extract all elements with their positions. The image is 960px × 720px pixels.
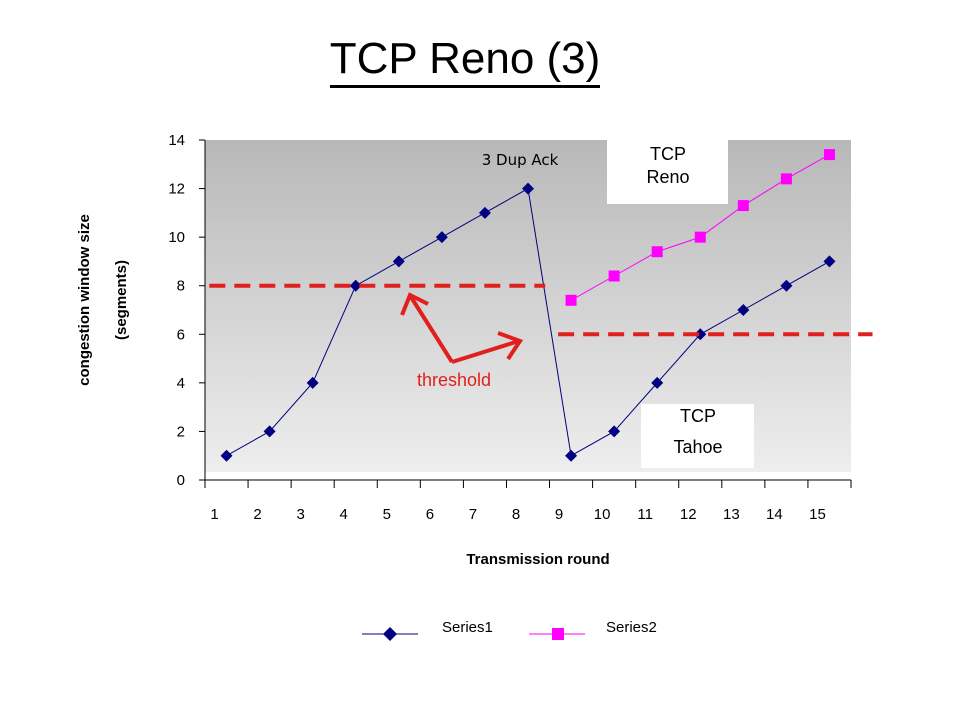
threshold-arrow-2 [451, 339, 520, 364]
x-tick-label: 15 [809, 506, 826, 523]
reno-label-line2: Reno [646, 167, 689, 187]
threshold-arrow-1 [409, 295, 454, 364]
y-tick-label: 12 [168, 181, 185, 198]
series2-point [823, 149, 835, 161]
legend-series1-marker [383, 627, 397, 641]
threshold-arrowhead-1 [400, 292, 429, 316]
x-tick-label: 7 [469, 506, 477, 523]
reno-label-line1: TCP [650, 144, 686, 164]
series-markers [220, 149, 836, 462]
series1-point [349, 279, 362, 292]
x-tick-label: 10 [594, 506, 611, 523]
series1-point [780, 279, 793, 292]
y-tick-label: 6 [177, 326, 185, 343]
x-tick-label: 4 [340, 506, 348, 523]
y-tick-label: 4 [177, 375, 185, 392]
y-axis-title-line1: congestion window size [76, 214, 93, 386]
series1-point [651, 376, 664, 389]
x-tick-label: 9 [555, 506, 563, 523]
legend-series1-label: Series1 [442, 619, 493, 636]
series2-point [565, 294, 577, 306]
y-tick-label: 2 [177, 423, 185, 440]
dup-ack-label: 3 Dup Ack [482, 151, 559, 169]
legend: Series1 Series2 [362, 619, 657, 641]
series1-point [737, 304, 750, 316]
series1-point [435, 231, 448, 244]
x-tick-label: 2 [253, 506, 261, 523]
y-tick-label: 8 [177, 278, 185, 295]
series1-point [478, 206, 491, 219]
series1-point [608, 425, 621, 438]
legend-series2-marker [552, 628, 564, 640]
series2-point [651, 246, 663, 258]
y-tick-label: 10 [168, 229, 185, 246]
series1-point [694, 328, 707, 341]
x-tick-label: 5 [383, 506, 391, 523]
x-axis-title: Transmission round [466, 551, 609, 568]
tahoe-label-line2: Tahoe [673, 437, 722, 457]
y-axis-title-line2: (segments) [113, 260, 130, 340]
x-tick-label: 8 [512, 506, 520, 523]
series2-point [780, 173, 792, 185]
tahoe-label-box [641, 404, 754, 468]
y-tick-label: 0 [177, 472, 185, 489]
annotations: threshold 3 Dup Ack TCP Reno TCP Tahoe [209, 139, 873, 468]
x-tick-label: 6 [426, 506, 434, 523]
x-tick-label: 11 [637, 506, 653, 523]
series1-point [220, 449, 233, 462]
reno-label-box [607, 139, 728, 204]
series1-point [823, 255, 836, 268]
threshold-label: threshold [417, 370, 491, 390]
slide-title: TCP Reno (3) [0, 34, 930, 88]
series2-point [737, 200, 749, 212]
legend-series2-label: Series2 [606, 619, 657, 636]
series2-point [608, 270, 620, 282]
series1-point [263, 425, 276, 438]
tahoe-label-line1: TCP [680, 406, 716, 426]
threshold-arrowhead-2 [497, 331, 524, 361]
series1-point [565, 449, 578, 462]
x-tick-label: 13 [723, 506, 740, 523]
x-tick-label: 12 [680, 506, 697, 523]
x-tick-label: 3 [296, 506, 304, 523]
series1-point [522, 182, 534, 195]
x-tick-label: 14 [766, 506, 783, 523]
y-tick-label: 14 [168, 132, 185, 149]
x-tick-label: 1 [210, 506, 218, 523]
series2-point [694, 231, 706, 243]
series1-point [392, 255, 405, 268]
series1-point [306, 376, 319, 389]
